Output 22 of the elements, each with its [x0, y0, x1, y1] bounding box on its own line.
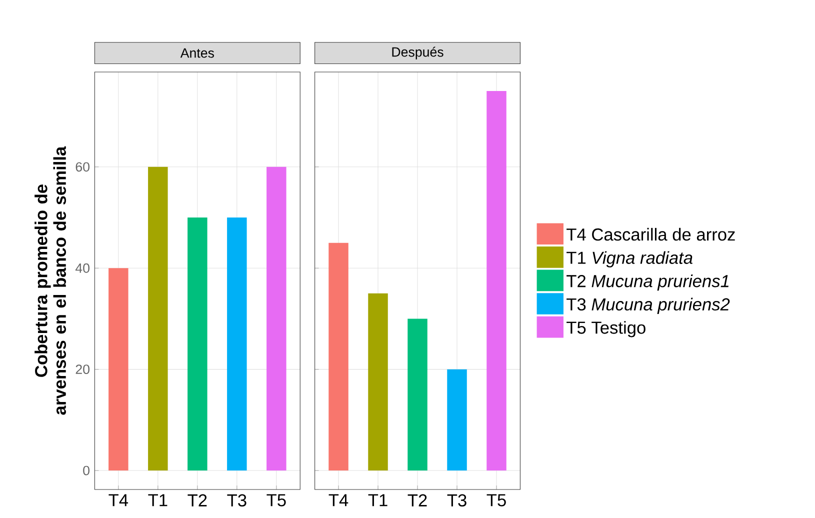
x-tick-label: T2: [188, 494, 207, 507]
y-tick-label: 40: [75, 264, 90, 274]
y-axis-title: Cobertura promedio de arvenses en el banco de semilla: [34, 146, 66, 415]
x-tick-label: T3: [447, 494, 466, 507]
x-tick-label: T1: [148, 494, 168, 506]
y-tick-label: 20: [76, 364, 90, 374]
x-tick-label: T1: [368, 494, 388, 506]
legend-label: T4 Cascarilla de arroz: [566, 228, 735, 241]
y-tick-label: 60: [76, 162, 90, 172]
legend-label: T1 Vigna radiata: [566, 251, 692, 268]
legend-label: T2 Mucuna pruriens1: [566, 274, 728, 291]
x-tick-label: T5: [486, 494, 506, 507]
x-tick-label: T2: [408, 494, 427, 507]
chart-title: Después: [392, 47, 444, 60]
chart-title: Antes: [180, 48, 214, 58]
x-tick-label: T5: [266, 494, 286, 507]
y-tick-label: 0: [83, 466, 90, 476]
legend-label: T3 Mucuna pruriens2: [566, 298, 730, 314]
x-tick-label: T4: [328, 494, 348, 506]
legend-label: T5 Testigo: [566, 321, 646, 338]
x-tick-label: T4: [108, 494, 128, 506]
x-tick-label: T3: [227, 494, 246, 507]
